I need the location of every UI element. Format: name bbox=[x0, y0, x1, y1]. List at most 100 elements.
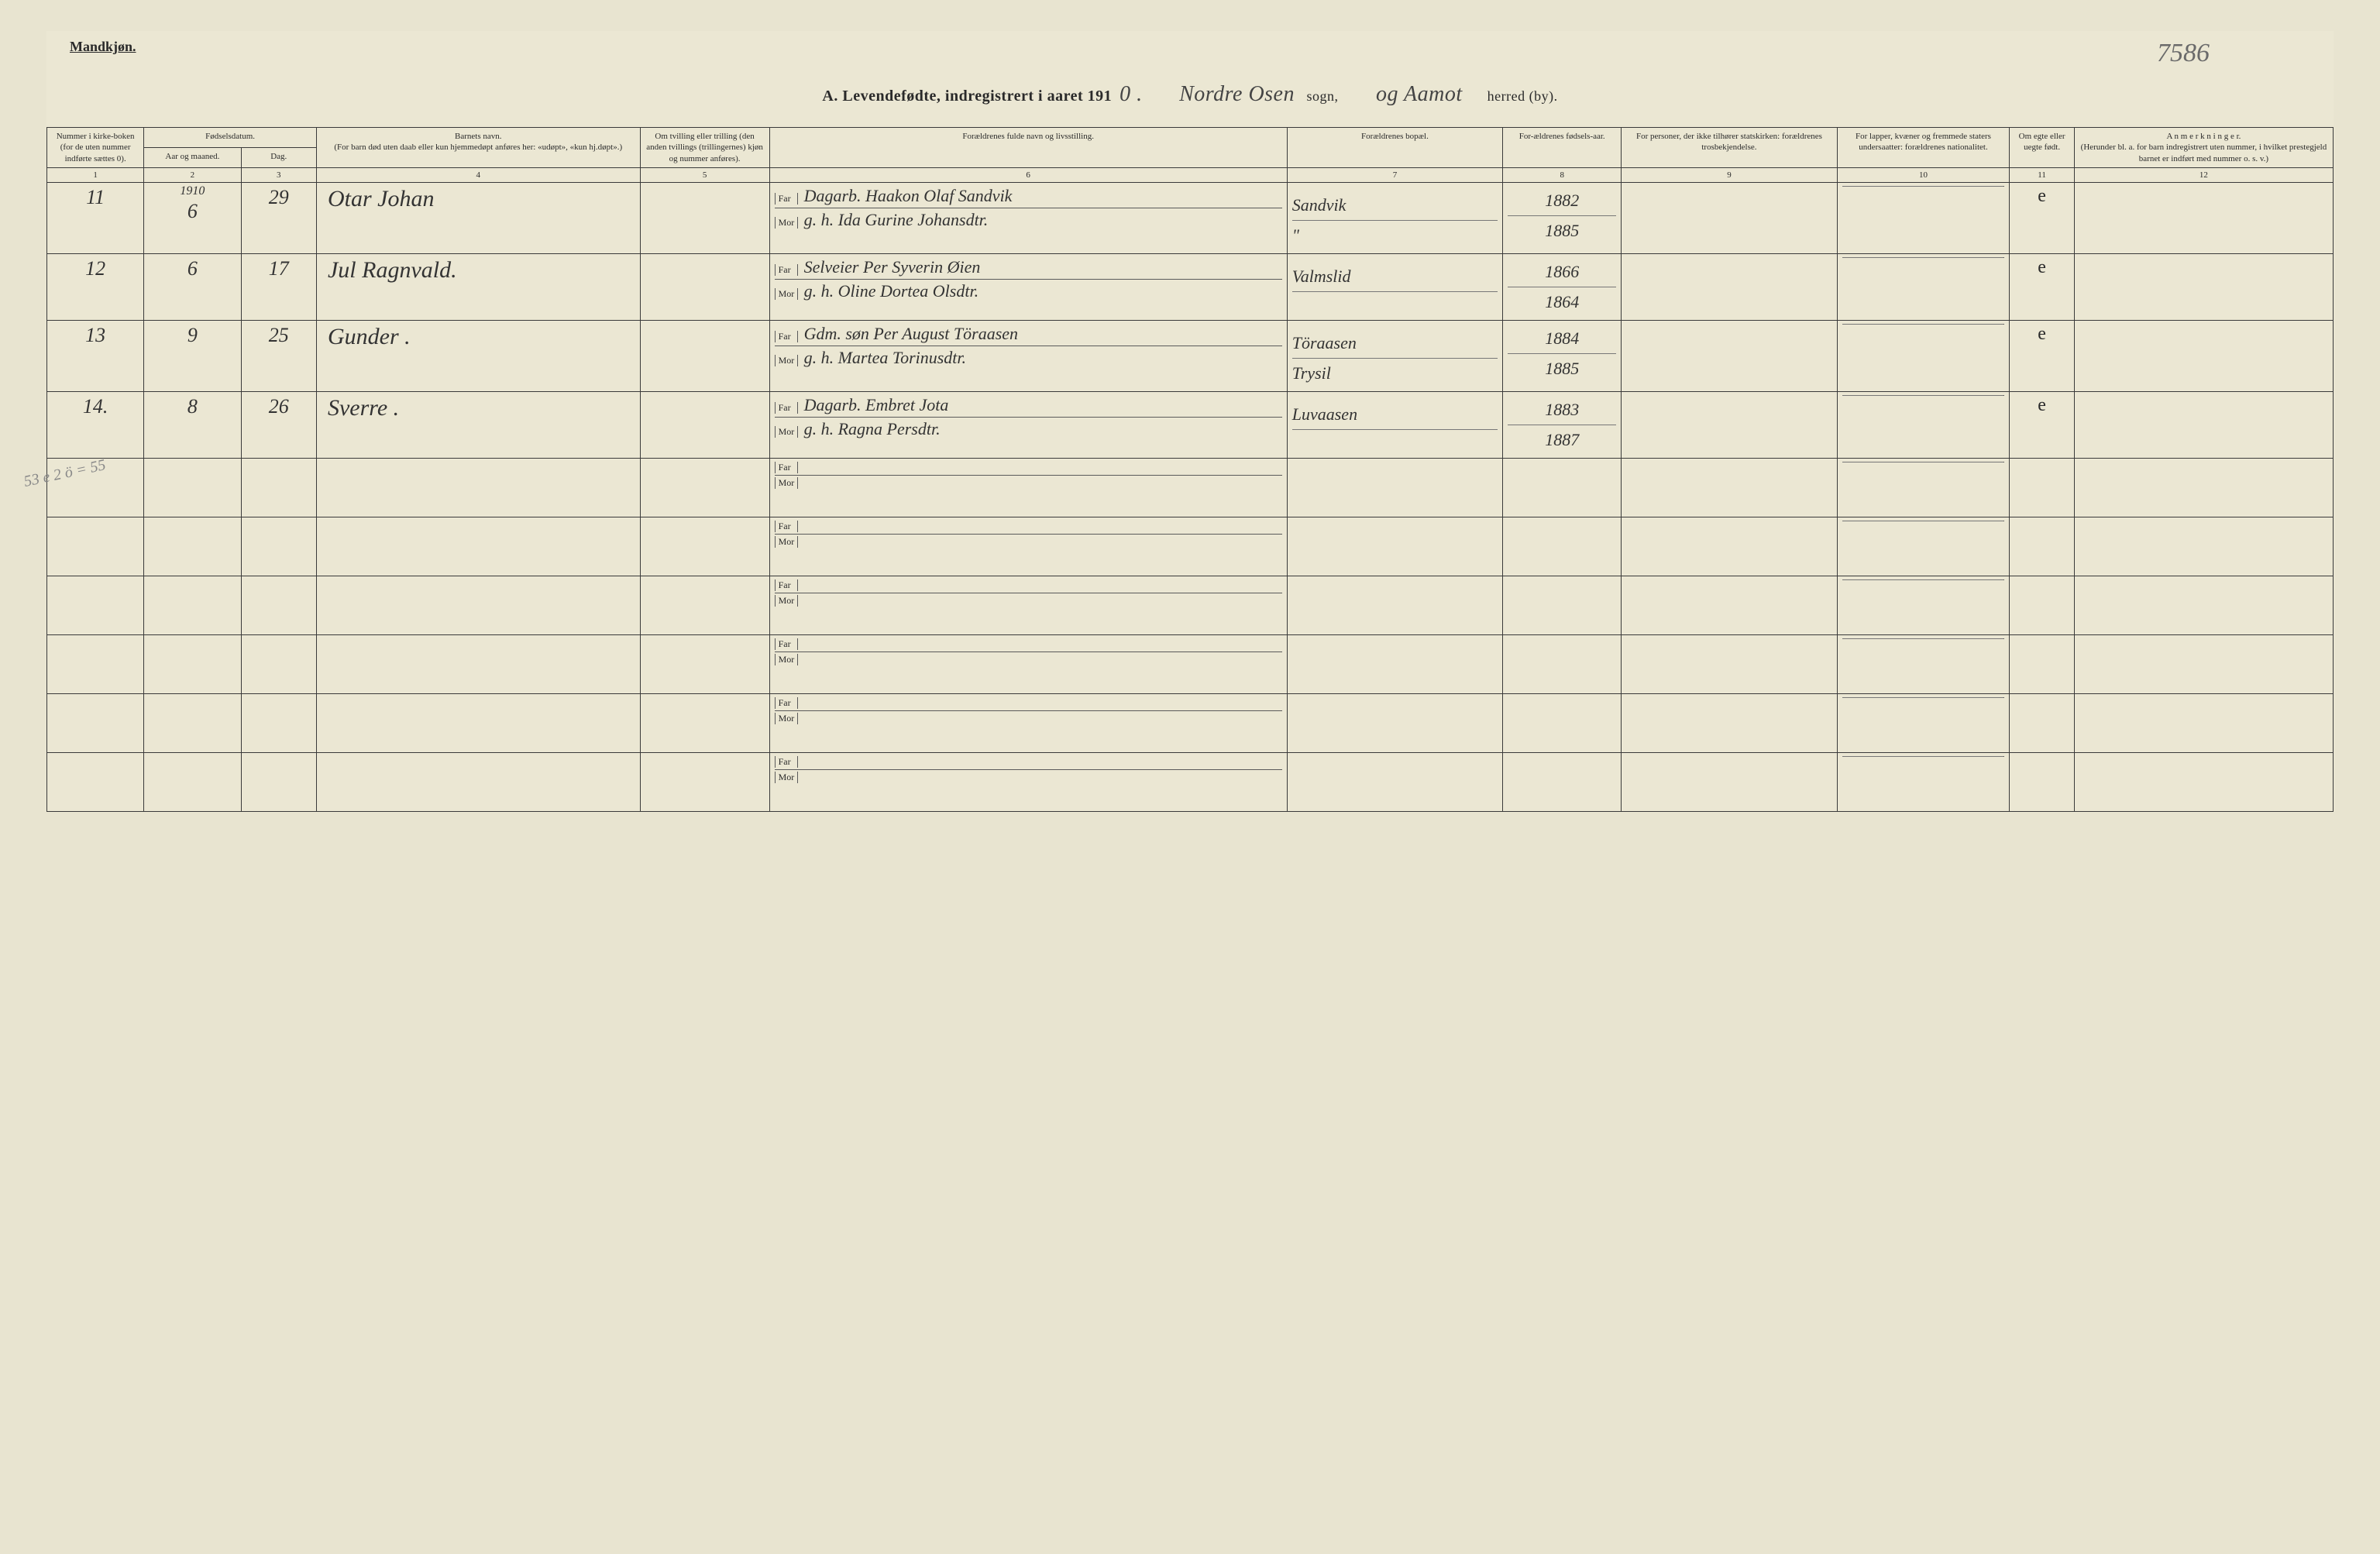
ledger-page: 53 e 2 ö = 55 Mandkjøn. 7586 A. Levendef… bbox=[46, 31, 2334, 812]
table-row: 14. 8 26 Sverre . Far Dagarb. Embret Jot… bbox=[47, 392, 2334, 459]
col-header-barnets-navn: Barnets navn. (For barn død uten daab el… bbox=[316, 128, 640, 168]
cell-tvilling bbox=[640, 254, 769, 321]
cell-nationalitet bbox=[1837, 576, 2010, 635]
title-prefix: A. Levendefødte, indregistrert i aaret 1… bbox=[822, 88, 1112, 105]
far-label: Far bbox=[775, 193, 798, 205]
col-header-aar-maaned: Aar og maaned. bbox=[144, 147, 241, 167]
col-header-nationalitet: For lapper, kvæner og fremmede staters u… bbox=[1837, 128, 2010, 168]
cell-nationalitet bbox=[1837, 459, 2010, 517]
cell-child-name: Sverre . bbox=[316, 392, 640, 459]
cell-parent-years bbox=[1503, 576, 1622, 635]
cell-nationalitet bbox=[1837, 753, 2010, 812]
mor-label: Mor bbox=[775, 772, 798, 783]
cell-month: 8 bbox=[144, 392, 241, 459]
cell-egte: e bbox=[2010, 392, 2075, 459]
title-year-hand: 0 . bbox=[1112, 82, 1150, 106]
mor-label: Mor bbox=[775, 426, 798, 438]
cell-parent-years bbox=[1503, 459, 1622, 517]
far-label: Far bbox=[775, 638, 798, 650]
cell-bopael bbox=[1287, 694, 1502, 753]
far-label: Far bbox=[775, 697, 798, 709]
cell-nummer bbox=[47, 517, 144, 576]
colnum: 5 bbox=[640, 167, 769, 182]
mother-name: g. h. Ragna Persdtr. bbox=[804, 419, 941, 439]
cell-trosbekjendelse bbox=[1622, 635, 1837, 694]
cell-anmerkninger bbox=[2074, 635, 2333, 694]
cell-parent-years bbox=[1503, 694, 1622, 753]
cell-parent-years: 1884 1885 bbox=[1503, 321, 1622, 392]
cell-bopael: Sandvik " bbox=[1287, 183, 1502, 254]
cell-anmerkninger bbox=[2074, 517, 2333, 576]
far-label: Far bbox=[775, 331, 798, 342]
cell-trosbekjendelse bbox=[1622, 517, 1837, 576]
far-label: Far bbox=[775, 402, 798, 414]
cell-trosbekjendelse bbox=[1622, 321, 1837, 392]
far-label: Far bbox=[775, 756, 798, 768]
cell-day: 26 bbox=[241, 392, 316, 459]
cell-trosbekjendelse bbox=[1622, 183, 1837, 254]
col-header-egte: Om egte eller uegte født. bbox=[2010, 128, 2075, 168]
father-name: Dagarb. Embret Jota bbox=[804, 395, 949, 415]
cell-bopael: Luvaasen bbox=[1287, 392, 1502, 459]
cell-bopael bbox=[1287, 753, 1502, 812]
cell-child-name bbox=[316, 459, 640, 517]
page-number-handwritten: 7586 bbox=[2157, 39, 2318, 68]
cell-egte bbox=[2010, 753, 2075, 812]
colnum: 7 bbox=[1287, 167, 1502, 182]
cell-day: 17 bbox=[241, 254, 316, 321]
cell-egte bbox=[2010, 517, 2075, 576]
cell-day: 29 bbox=[241, 183, 316, 254]
col-header-nummer: Nummer i kirke-boken (for de uten nummer… bbox=[47, 128, 144, 168]
mor-label: Mor bbox=[775, 355, 798, 366]
cell-child-name bbox=[316, 635, 640, 694]
colnum: 3 bbox=[241, 167, 316, 182]
cell-nummer bbox=[47, 694, 144, 753]
colnum: 11 bbox=[2010, 167, 2075, 182]
cell-tvilling bbox=[640, 753, 769, 812]
cell-nationalitet bbox=[1837, 694, 2010, 753]
cell-bopael bbox=[1287, 459, 1502, 517]
cell-egte: e bbox=[2010, 254, 2075, 321]
colnum: 2 bbox=[144, 167, 241, 182]
cell-day bbox=[241, 753, 316, 812]
sogn-handwritten: Nordre Osen bbox=[1171, 82, 1302, 106]
table-body: 11 1910 6 29 Otar Johan Far Dagarb. Haak… bbox=[47, 183, 2334, 812]
col-header-tvilling: Om tvilling eller trilling (den anden tv… bbox=[640, 128, 769, 168]
cell-egte bbox=[2010, 635, 2075, 694]
cell-tvilling bbox=[640, 694, 769, 753]
col-header-trosbekjendelse: For personer, der ikke tilhører statskir… bbox=[1622, 128, 1837, 168]
table-row-empty: Far Mor bbox=[47, 694, 2334, 753]
cell-trosbekjendelse bbox=[1622, 254, 1837, 321]
cell-nummer: 12 bbox=[47, 254, 144, 321]
gender-heading: Mandkjøn. bbox=[62, 39, 136, 68]
mother-name: g. h. Ida Gurine Johansdtr. bbox=[804, 210, 989, 230]
cell-month bbox=[144, 753, 241, 812]
cell-bopael: Valmslid bbox=[1287, 254, 1502, 321]
page-top: Mandkjøn. 7586 bbox=[46, 31, 2334, 68]
cell-trosbekjendelse bbox=[1622, 753, 1837, 812]
cell-egte: e bbox=[2010, 321, 2075, 392]
table-row-empty: Far Mor bbox=[47, 459, 2334, 517]
mor-label: Mor bbox=[775, 217, 798, 229]
cell-parents: Far Mor bbox=[769, 576, 1287, 635]
table-row-empty: Far Mor bbox=[47, 517, 2334, 576]
cell-nummer: 11 bbox=[47, 183, 144, 254]
cell-parents: Far Mor bbox=[769, 753, 1287, 812]
cell-child-name bbox=[316, 694, 640, 753]
cell-anmerkninger bbox=[2074, 576, 2333, 635]
far-label: Far bbox=[775, 462, 798, 473]
far-label: Far bbox=[775, 579, 798, 591]
cell-egte bbox=[2010, 459, 2075, 517]
cell-trosbekjendelse bbox=[1622, 459, 1837, 517]
cell-tvilling bbox=[640, 183, 769, 254]
mor-label: Mor bbox=[775, 536, 798, 548]
col-header-bopael: Forældrenes bopæl. bbox=[1287, 128, 1502, 168]
sogn-label: sogn, bbox=[1307, 88, 1339, 104]
cell-tvilling bbox=[640, 576, 769, 635]
cell-anmerkninger bbox=[2074, 254, 2333, 321]
cell-tvilling bbox=[640, 635, 769, 694]
cell-bopael bbox=[1287, 576, 1502, 635]
cell-day: 25 bbox=[241, 321, 316, 392]
cell-trosbekjendelse bbox=[1622, 392, 1837, 459]
cell-parents: Far Dagarb. Embret Jota Mor g. h. Ragna … bbox=[769, 392, 1287, 459]
